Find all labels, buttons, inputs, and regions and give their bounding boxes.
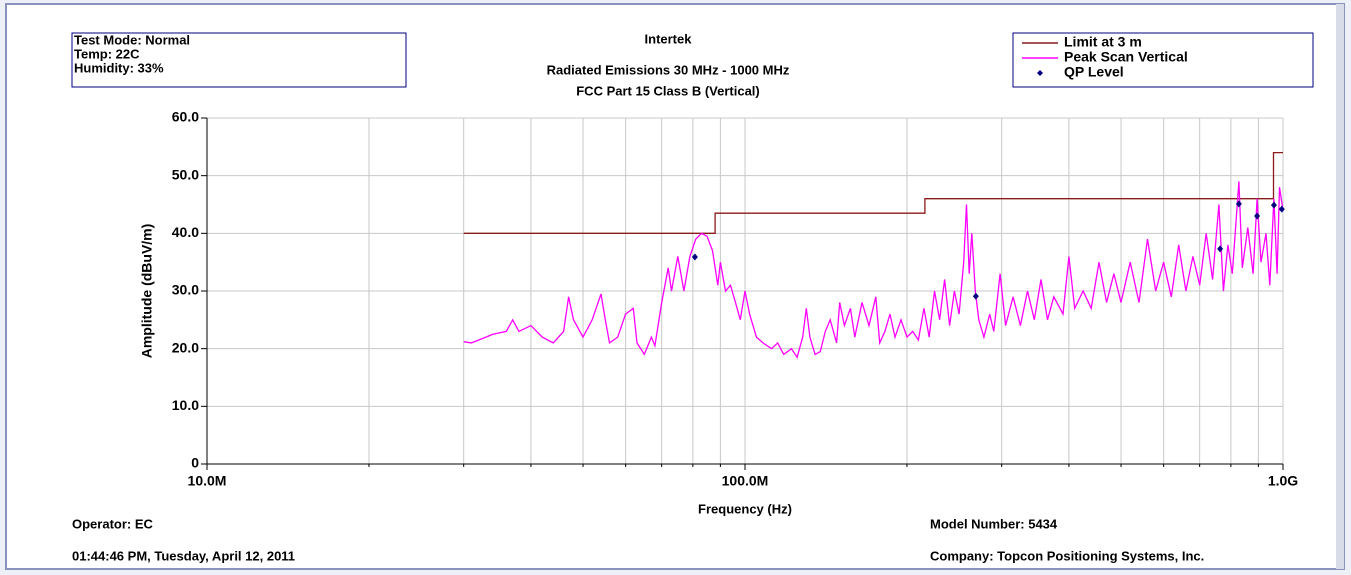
- legend-label: Limit at 3 m: [1064, 34, 1142, 50]
- y-tick-label: 0: [191, 455, 199, 471]
- info-line: Humidity: 33%: [74, 60, 164, 75]
- operator: Operator: EC: [72, 516, 154, 531]
- chart-subtitle: FCC Part 15 Class B (Vertical): [576, 83, 760, 98]
- qp-point: [972, 292, 979, 300]
- legend-box: [1012, 32, 1314, 88]
- x-tick-label: 1.0G: [1268, 473, 1298, 489]
- qp-point: [1270, 201, 1277, 209]
- x-tick-label: 10.0M: [188, 473, 227, 489]
- company: Company: Topcon Positioning Systems, Inc…: [930, 548, 1204, 563]
- legend-label: QP Level: [1064, 64, 1124, 80]
- qp-point: [1217, 245, 1224, 253]
- model-number: Model Number: 5434: [930, 516, 1058, 531]
- info-box: [71, 32, 407, 88]
- y-tick-label: 40.0: [172, 224, 199, 240]
- legend-label: Peak Scan Vertical: [1064, 49, 1188, 65]
- chart-subtitle: Radiated Emissions 30 MHz - 1000 MHz: [547, 62, 790, 77]
- x-axis-label: Frequency (Hz): [698, 501, 792, 516]
- y-tick-label: 10.0: [172, 397, 199, 413]
- y-tick-label: 60.0: [172, 109, 199, 125]
- qp-point: [1254, 212, 1261, 220]
- y-tick-label: 20.0: [172, 339, 199, 355]
- legend-swatch: [1037, 70, 1043, 76]
- series-line: [463, 151, 1283, 234]
- x-tick-label: 100.0M: [722, 473, 769, 489]
- series-line: [463, 181, 1284, 359]
- y-tick-label: 30.0: [172, 282, 199, 298]
- y-axis-label: Amplitude (dBuV/m): [139, 224, 155, 359]
- chart-title: Intertek: [645, 31, 693, 46]
- qp-point: [1235, 200, 1242, 208]
- qp-point: [691, 253, 698, 261]
- y-tick-label: 50.0: [172, 166, 199, 182]
- scroll-edge: [1336, 4, 1344, 569]
- info-line: Test Mode: Normal: [74, 32, 190, 47]
- qp-point: [1278, 205, 1285, 213]
- info-line: Temp: 22C: [74, 46, 140, 61]
- timestamp: 01:44:46 PM, Tuesday, April 12, 2011: [72, 548, 295, 563]
